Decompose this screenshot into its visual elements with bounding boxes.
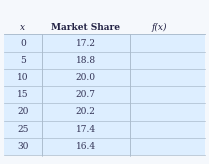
Text: 10: 10 — [17, 73, 29, 82]
Text: 20.7: 20.7 — [76, 90, 96, 99]
Text: 0: 0 — [20, 39, 26, 48]
Text: 17.4: 17.4 — [76, 125, 96, 134]
Text: 30: 30 — [17, 142, 29, 151]
Text: 18.8: 18.8 — [76, 56, 96, 65]
Text: 16.4: 16.4 — [76, 142, 96, 151]
Text: 5: 5 — [20, 56, 26, 65]
Text: Market Share: Market Share — [51, 23, 120, 32]
Text: 17.2: 17.2 — [76, 39, 96, 48]
Text: 20: 20 — [17, 107, 29, 116]
Text: 15: 15 — [17, 90, 29, 99]
Text: 20.0: 20.0 — [76, 73, 96, 82]
Text: x: x — [20, 23, 25, 32]
Text: 25: 25 — [17, 125, 29, 134]
Text: 20.2: 20.2 — [76, 107, 96, 116]
Text: f(x): f(x) — [151, 23, 167, 32]
